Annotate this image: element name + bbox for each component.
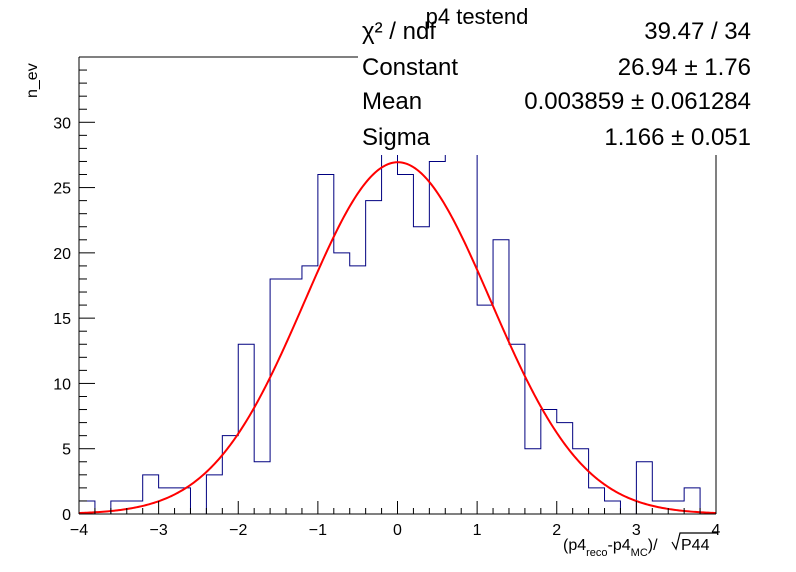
histogram-series: [78, 134, 716, 515]
y-tick-label: 15: [53, 311, 71, 328]
sqrt-sign: [671, 532, 718, 551]
stat-label-mean: Mean: [362, 88, 422, 115]
x-tick-label: −3: [150, 522, 168, 539]
stat-label-chi2: χ² / ndf: [362, 18, 436, 45]
x-tick-label: −2: [229, 522, 247, 539]
y-tick-label: 25: [53, 181, 71, 198]
stat-value-sigma: 1.166 ± 0.051: [604, 124, 751, 151]
x-tick-label: −4: [70, 522, 88, 539]
svg-text:(p4reco-p4MC)/: (p4reco-p4MC)/: [563, 537, 658, 559]
x-title-tail: )/: [648, 537, 658, 554]
stat-label-constant: Constant: [362, 54, 458, 81]
x-title-mid: -p4: [608, 537, 631, 554]
y-tick-label: 30: [53, 115, 71, 132]
stat-value-constant: 26.94 ± 1.76: [618, 54, 751, 81]
gaussian-fit-curve: [78, 161, 717, 515]
x-tick-label: 0: [393, 522, 402, 539]
stat-value-mean: 0.003859 ± 0.061284: [524, 88, 751, 115]
stats-box-background: [358, 0, 758, 155]
x-axis-title: (p4reco-p4MC)/ P44: [563, 532, 718, 559]
x-title-radicand: P44: [681, 537, 710, 554]
y-tick-label: 5: [62, 442, 71, 459]
x-tick-label: 3: [632, 522, 641, 539]
x-tick-label: 2: [552, 522, 561, 539]
x-title-sub-mc: MC: [631, 547, 648, 559]
x-title-sub-reco: reco: [586, 547, 607, 559]
y-tick-label: 10: [53, 376, 71, 393]
stat-label-sigma: Sigma: [362, 124, 431, 151]
y-axis: 0 5 10 15 20 25 30: [53, 56, 95, 524]
x-tick-label: 4: [712, 522, 721, 539]
x-axis: −4 −3 −2 −1 0 1 2 3 4: [70, 501, 721, 539]
stat-value-chi2: 39.47 / 34: [644, 18, 751, 45]
stats-box: χ² / ndf 39.47 / 34 Constant 26.94 ± 1.7…: [358, 0, 758, 155]
y-tick-label: 20: [53, 246, 71, 263]
x-tick-label: 1: [473, 522, 482, 539]
y-tick-label: 0: [62, 507, 71, 524]
y-axis-title: n_ev: [24, 63, 41, 98]
x-tick-label: −1: [309, 522, 327, 539]
chart-title: p4 testend: [426, 4, 529, 29]
x-title-lead: (p4: [563, 537, 586, 554]
